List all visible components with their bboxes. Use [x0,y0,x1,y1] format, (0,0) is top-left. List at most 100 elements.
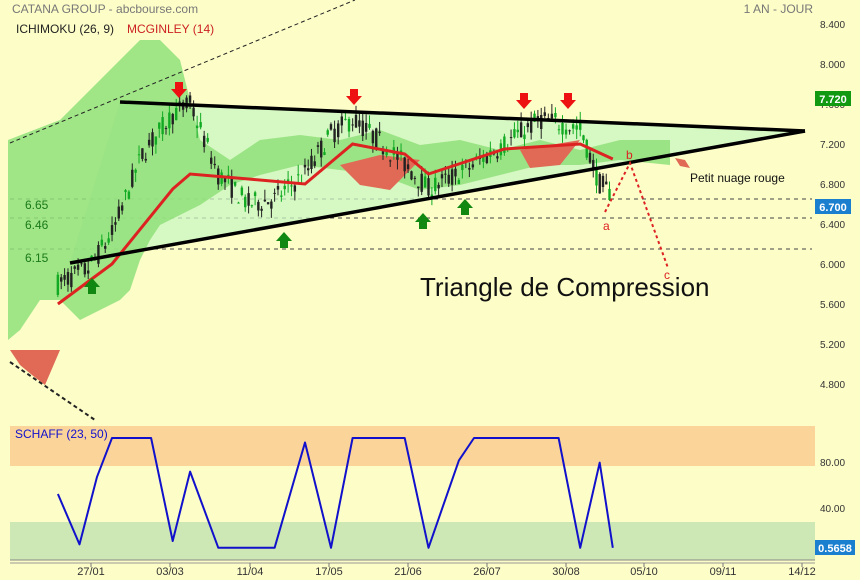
candle-body [595,167,598,186]
triangle-upper-line [119,100,806,133]
schaff-line [56,437,614,549]
candle-body [561,122,564,135]
candle-body [496,156,499,159]
candle-body [127,191,131,199]
wave-label-c: c [664,268,670,282]
candle-body [210,157,213,164]
candle-body [114,222,117,225]
candle-body [124,190,127,192]
mcginley-series [57,142,614,306]
candle-body [297,174,300,176]
candle-body [454,168,457,177]
candle-body [313,161,316,166]
wave-projection [604,160,669,269]
header-period: 1 AN - JOUR [744,2,814,16]
header-source: CATANA GROUP - abcbourse.com [12,2,198,16]
candle-body [509,137,513,139]
price-tick-label: 5.200 [820,340,845,351]
candle-body [427,178,430,196]
time-tick-label: 14/12 [788,566,816,578]
candle-body [371,130,375,144]
price-tick-label: 5.600 [820,300,845,311]
candle-body [471,164,475,168]
candle-body [104,246,107,249]
candle-body [329,124,333,130]
candle-body [199,122,202,128]
candle-body [273,192,276,194]
candle-body [592,159,595,170]
candle-body [100,239,104,246]
candle-body [423,176,427,188]
sell-arrow [346,89,362,105]
candle-body [144,158,147,161]
triangle-lower-line [69,129,806,265]
candle-body [263,199,267,202]
schaff-tick-40: 40.00 [820,504,845,515]
candle-body [519,122,523,138]
time-tick-label: 21/06 [394,566,422,578]
wave-label-a: a [603,219,610,233]
candle-body [154,136,158,145]
buy-arrow [457,199,473,215]
candle-body [83,263,87,275]
schaff-oversold-zone [10,522,815,560]
candle-body [396,152,399,160]
candle-body [70,272,73,288]
candle-body [290,185,293,187]
high-price-badge [815,91,851,106]
candle-body [526,123,530,128]
candle-body [178,101,181,103]
legend-mcginley: MCGINLEY (14) [127,22,214,36]
candle-body [564,129,568,135]
candle-body [87,270,90,274]
candle-body [361,120,364,137]
cloud-bear-future [675,158,690,168]
candle-body [413,177,417,179]
time-tick-label: 11/04 [237,566,264,578]
candle-body [283,185,286,190]
candle-body [340,116,344,126]
candle-body [293,185,297,192]
schaff-overbought-zone [10,426,815,466]
candle-body [316,145,320,147]
candle-body [164,128,168,130]
candle-body [336,123,340,138]
triangle-title: Triangle de Compression [420,272,710,302]
candle-body [503,136,506,153]
candle-body [550,113,554,119]
candle-body [468,167,471,170]
candle-body [482,155,485,162]
candle-body [80,263,83,265]
candle-body [253,192,257,196]
candle-body [598,174,601,194]
candle-body [351,124,354,126]
candle-body [444,173,447,175]
candle-body [420,173,423,192]
candle-body [543,112,546,116]
candle-body [582,135,585,141]
candle-body [213,163,216,166]
candle-body [310,155,313,170]
candle-body [410,171,413,180]
candle-body [192,107,195,117]
candle-body [56,274,60,295]
candle-body [347,119,351,132]
candle-body [608,188,611,200]
candle-body [557,129,561,131]
candle-body [147,139,151,146]
price-tick-label: 8.000 [820,60,845,71]
candle-body [168,112,171,129]
candle-body [202,135,206,148]
candle-body [195,125,199,129]
candle-body [381,150,385,155]
candle-body [280,195,283,197]
candle-body [76,264,80,270]
candle-body [97,245,100,264]
candle-body [588,152,592,163]
candle-body [368,123,371,128]
candle-body [516,129,519,133]
candle-body [403,157,406,172]
buy-arrow [84,278,100,294]
candle-body [326,130,329,135]
wave-path [604,160,669,269]
